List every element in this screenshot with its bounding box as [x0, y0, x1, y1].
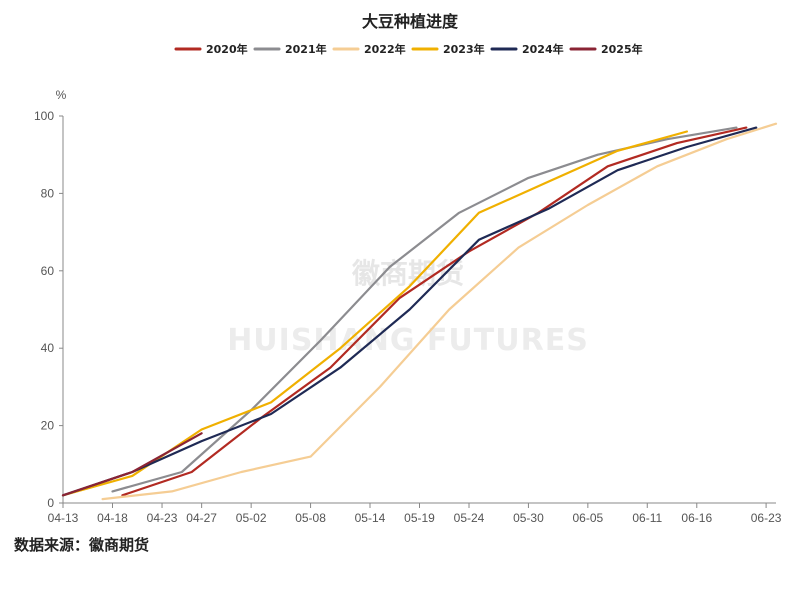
y-axis-unit: %: [56, 88, 67, 102]
x-tick-label: 06-05: [572, 511, 603, 525]
x-tick-label: 06-11: [632, 511, 662, 525]
x-tick-label: 04-23: [147, 511, 178, 525]
x-tick-label: 04-13: [48, 511, 79, 525]
legend-item: 2025年: [569, 42, 643, 56]
y-tick-label: 100: [34, 109, 54, 123]
watermark-en: HUISHANG FUTURES: [227, 323, 589, 358]
legend-label: 2021年: [285, 42, 327, 56]
x-tick-label: 06-16: [681, 511, 712, 525]
x-tick-label: 05-14: [355, 511, 386, 525]
x-tick-label: 04-27: [186, 511, 217, 525]
legend-label: 2022年: [364, 42, 406, 56]
x-tick-label: 05-19: [404, 511, 435, 525]
legend-item: 2020年: [174, 42, 248, 56]
series-line-2022年: [101, 122, 778, 501]
y-tick-label: 40: [41, 341, 55, 355]
legend-label: 2020年: [206, 42, 248, 56]
legend-item: 2021年: [253, 42, 327, 56]
x-tick-label: 05-08: [295, 511, 326, 525]
series-line-2023年: [61, 130, 688, 497]
axes: 0 20 40 60 80 100 04-13 04-18 04-23 04-27 05-02 05-…: [34, 109, 782, 525]
legend-item: 2022年: [332, 42, 406, 56]
y-tick-label: 20: [41, 419, 55, 433]
chart-title: 大豆种植进度: [362, 12, 459, 31]
watermark-cn: 徽商期货: [351, 257, 464, 290]
x-tick-label: 04-18: [97, 511, 128, 525]
x-tick-label: 05-30: [513, 511, 544, 525]
legend-label: 2023年: [443, 42, 485, 56]
source-note: 数据来源：徽商期货: [14, 536, 150, 554]
legend-item: 2023年: [411, 42, 485, 56]
watermark: 徽商期货 HUISHANG FUTURES: [227, 257, 589, 358]
legend-label: 2025年: [601, 42, 643, 56]
y-tick-label: 60: [41, 264, 55, 278]
y-tick-label: 0: [47, 496, 54, 510]
x-tick-label: 06-23: [751, 511, 782, 525]
series-line-2025年: [61, 432, 203, 497]
legend-label: 2024年: [522, 42, 564, 56]
legend-item: 2024年: [490, 42, 564, 56]
y-tick-label: 80: [41, 186, 55, 200]
legend: 2020年 2021年 2022年 2023年 2024年 2025年: [174, 42, 643, 56]
series-line-2024年: [61, 126, 758, 497]
series-group: [61, 122, 778, 501]
series-line-2021年: [111, 126, 738, 493]
series-line-2020年: [121, 126, 748, 497]
x-tick-label: 05-02: [236, 511, 267, 525]
x-tick-label: 05-24: [454, 511, 485, 525]
